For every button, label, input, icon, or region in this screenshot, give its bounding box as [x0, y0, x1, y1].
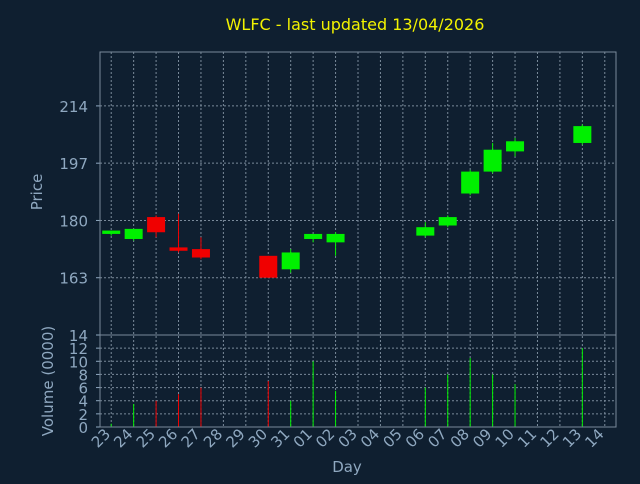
candle-body: [169, 247, 188, 251]
candle-body: [259, 255, 278, 278]
volume-tick-label: 2: [78, 406, 88, 424]
volume-tick-label: 8: [78, 366, 88, 384]
volume-panel-frame: [99, 334, 617, 428]
candle-body: [124, 228, 143, 239]
volume-axis-label: Volume (0000): [39, 326, 57, 436]
price-axis-label: Price: [28, 174, 46, 211]
x-axis-label: Day: [332, 458, 362, 476]
candle-body: [483, 149, 502, 172]
candle-body: [438, 217, 457, 226]
candle-body: [304, 233, 323, 239]
candle-body: [191, 249, 210, 258]
volume-tick-label: 4: [78, 393, 88, 411]
price-tick-label: 163: [59, 270, 88, 288]
chart-title: WLFC - last updated 13/04/2026: [226, 15, 485, 34]
candle-body: [573, 126, 592, 143]
frame-layer: [96, 51, 617, 428]
grid-layer: [100, 52, 616, 427]
candle-body: [506, 141, 525, 152]
volume-tick-label: 10: [69, 353, 88, 371]
marks-layer: [102, 124, 592, 427]
candle-body: [461, 171, 480, 194]
candle-body: [147, 217, 166, 233]
price-tick-label: 214: [59, 98, 88, 116]
volume-tick-label: 14: [69, 327, 88, 345]
price-tick-label: 197: [59, 155, 88, 173]
candle-body: [281, 252, 300, 270]
price-tick-label: 180: [59, 212, 88, 230]
volume-tick-label: 0: [78, 419, 88, 437]
candle-body: [326, 233, 345, 243]
volume-tick-label: 12: [69, 340, 88, 358]
volume-tick-label: 6: [78, 380, 88, 398]
candle-body: [416, 227, 435, 236]
tick-layer: 2324252627282930310102030405060708091011…: [59, 98, 607, 451]
candle-body: [102, 230, 121, 234]
x-tick-label: 14: [581, 425, 607, 451]
